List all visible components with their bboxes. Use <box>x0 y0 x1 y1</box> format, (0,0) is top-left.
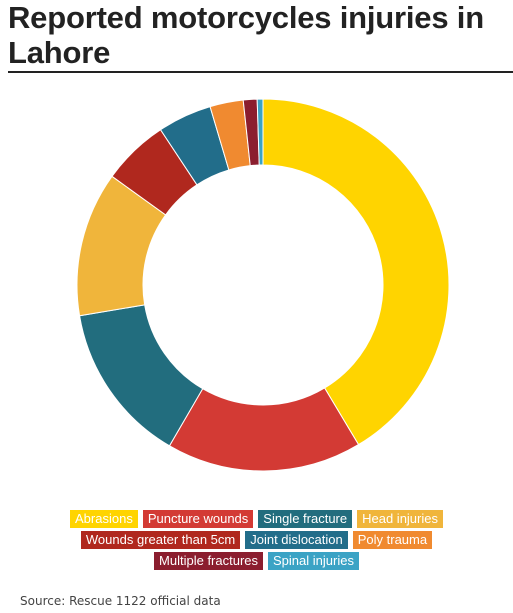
legend-item-poly-trauma: Poly trauma <box>352 531 433 549</box>
source-note: Source: Rescue 1122 official data <box>20 594 221 608</box>
legend-row: Wounds greater than 5cm Joint dislocation… <box>80 531 433 549</box>
legend-item-spinal-injuries: Spinal injuries <box>268 552 359 570</box>
chart-title: Reported motorcycles injuries in Lahore <box>8 0 484 70</box>
slice-spinal-injuries <box>256 98 264 166</box>
donut-slices <box>76 98 450 472</box>
legend-row: Multiple fractures Spinal injuries <box>154 552 359 570</box>
legend-item-abrasions: Abrasions <box>70 510 138 528</box>
slice-puncture-wounds <box>168 387 360 472</box>
legend-item-head-injuries: Head injuries <box>357 510 443 528</box>
legend-item-single-fracture: Single fracture <box>258 510 353 528</box>
donut-chart <box>76 98 450 472</box>
legend-item-joint-dislocation: Joint dislocation <box>245 531 348 549</box>
legend-row: Abrasions Puncture wounds Single fracture H… <box>70 510 443 528</box>
chart-legend: Abrasions Puncture wounds Single fracture H… <box>0 510 513 570</box>
slice-abrasions <box>262 98 450 446</box>
legend-item-wounds-greater-than-5cm: Wounds greater than 5cm <box>80 531 241 549</box>
legend-item-puncture-wounds: Puncture wounds <box>142 510 254 528</box>
legend-item-multiple-fractures: Multiple fractures <box>154 552 264 570</box>
title-underline <box>8 71 513 73</box>
